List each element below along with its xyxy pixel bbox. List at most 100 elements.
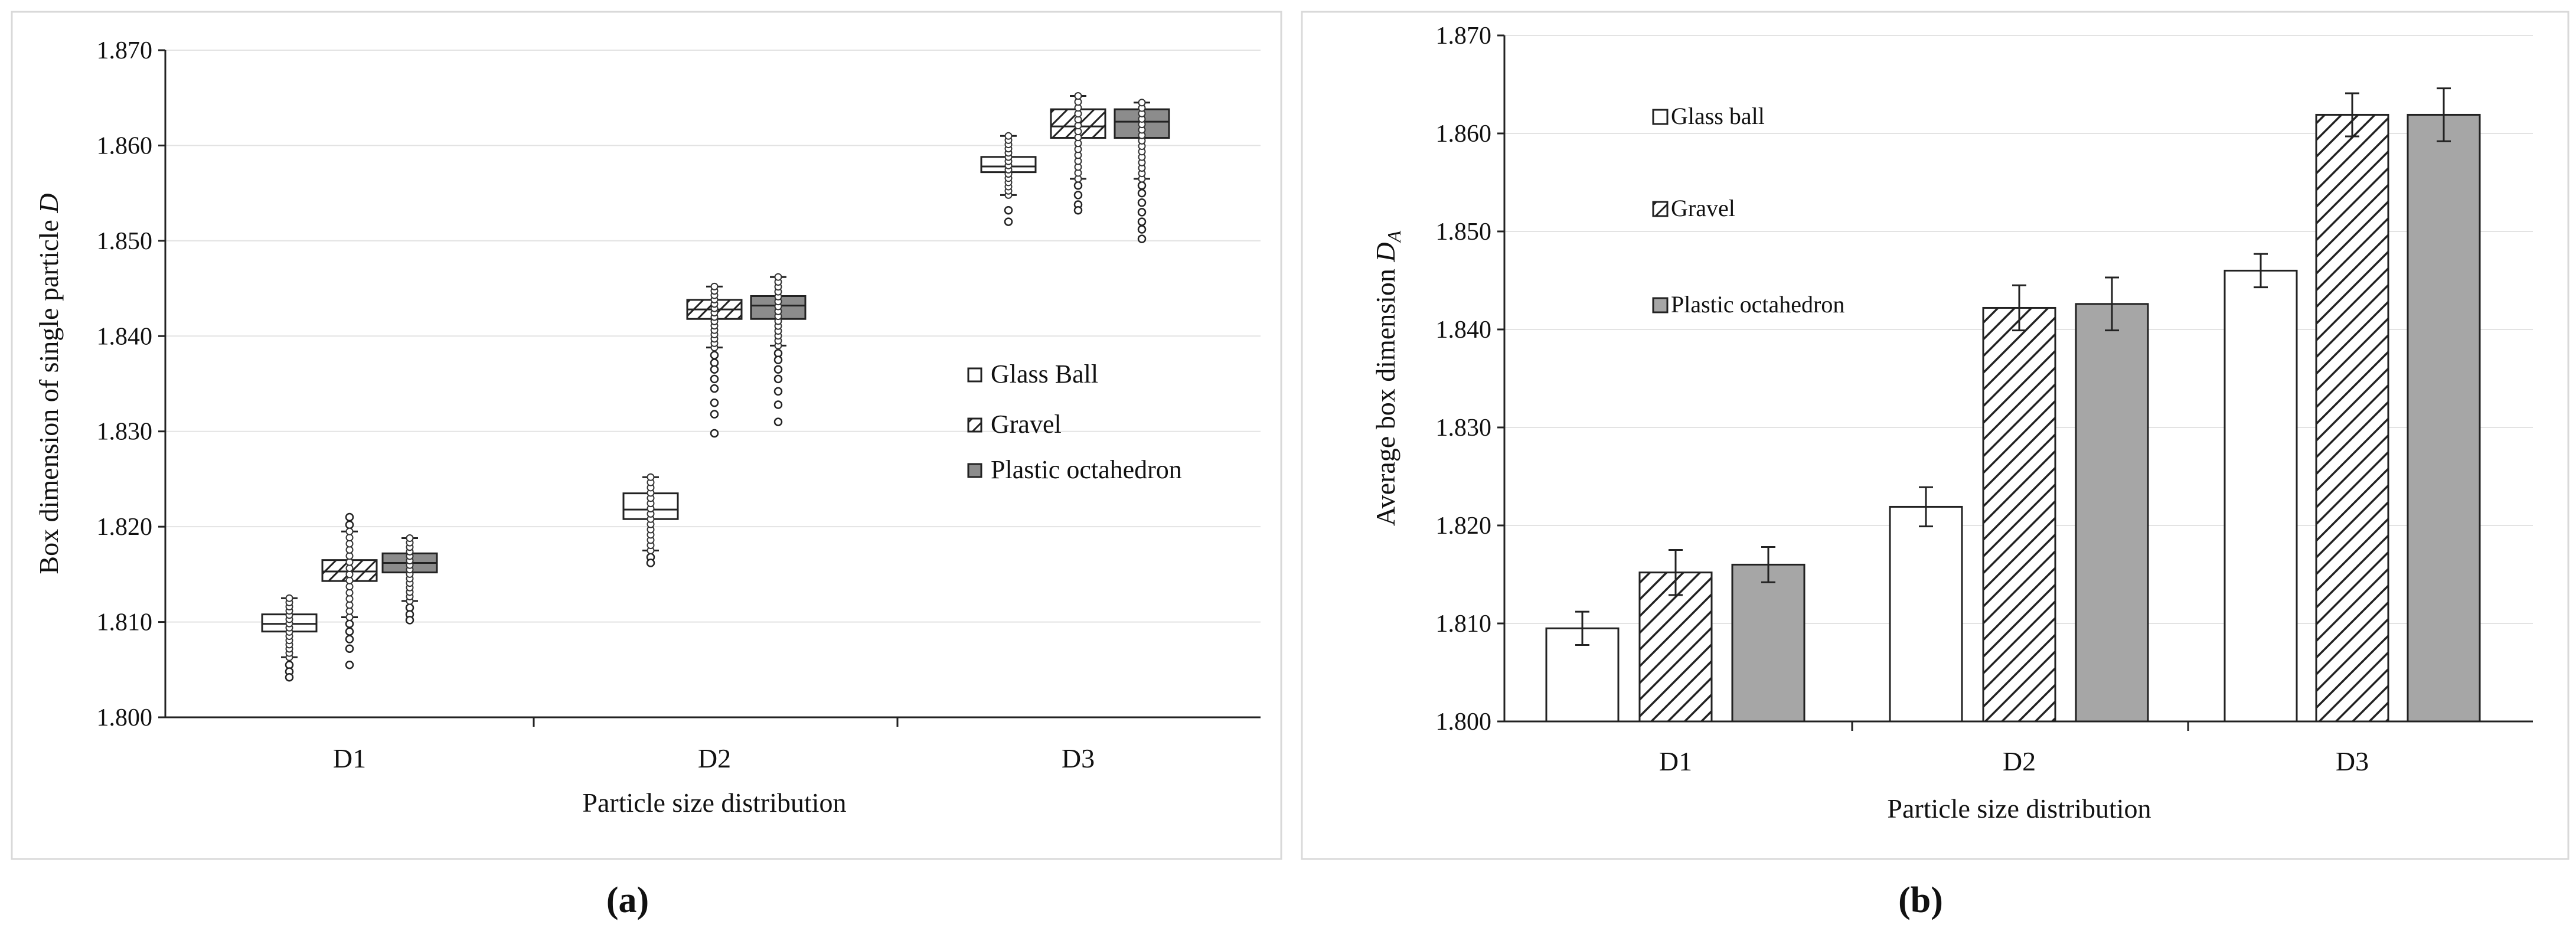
box-sample-point xyxy=(406,534,414,543)
caption-b: (b) xyxy=(1898,880,1943,920)
box-outlier-point xyxy=(1137,188,1147,198)
box-outlier-point xyxy=(710,374,719,384)
box-outlier-point xyxy=(1137,217,1147,226)
chart-a-x-ticks xyxy=(533,717,899,727)
box-outlier-point xyxy=(1137,225,1147,234)
chart-a-boxes xyxy=(261,92,1170,682)
box-sample-point xyxy=(345,607,354,615)
box-sample-point xyxy=(345,613,354,621)
chart-b-y-tick-label: 1.860 xyxy=(1436,120,1492,148)
box-outlier-point xyxy=(1137,181,1147,190)
legend-swatch-plastic-octahedron xyxy=(1652,297,1669,313)
box-outlier-point xyxy=(710,429,719,438)
box-plastic-octahedron xyxy=(1114,99,1170,243)
legend-label-plastic-octahedron: Plastic octahedron xyxy=(1671,291,1844,318)
chart-a-category-label: D1 xyxy=(333,743,366,773)
legend-label-glass-ball: Glass Ball xyxy=(991,360,1098,388)
box-plastic-octahedron xyxy=(750,273,807,426)
chart-a-category-label: D2 xyxy=(698,743,731,773)
bar-plastic-octahedron xyxy=(2075,303,2149,723)
chart-b-y-ticks: 1.800 1.810 1.820 1.830 1.840 1.850 1.860 1.870 xyxy=(1436,22,1504,736)
chart-a-y-tick-label: 1.870 xyxy=(97,37,153,64)
chart-b-y-tick-label: 1.800 xyxy=(1436,708,1492,736)
box-sample-point xyxy=(345,534,354,542)
chart-b-y-tick-label: 1.810 xyxy=(1436,610,1492,638)
box-outlier-point xyxy=(345,660,354,669)
chart-a-categories: D1 D2 D3 xyxy=(333,743,1095,773)
legend-swatch-gravel xyxy=(1652,201,1669,217)
caption-a: (a) xyxy=(606,880,649,920)
box-outlier-point xyxy=(345,627,354,636)
chart-b-y-tick-label: 1.820 xyxy=(1436,512,1492,540)
box-sample-point xyxy=(1138,99,1146,107)
chart-a-frame xyxy=(11,11,1282,860)
box-outlier-point xyxy=(1137,234,1147,243)
box-outlier-point xyxy=(710,398,719,407)
chart-a-y-axis-label-symbol: D xyxy=(34,193,64,213)
box-outlier-point xyxy=(710,351,719,360)
chart-a-legend: Glass Ball Gravel Plastic octahedron xyxy=(967,360,1182,484)
legend-swatch-gravel xyxy=(967,417,982,433)
box-sample-point xyxy=(345,570,354,579)
legend-label-plastic-octahedron: Plastic octahedron xyxy=(991,455,1182,484)
box-glass-ball xyxy=(980,132,1037,226)
box-outlier-point xyxy=(710,365,719,374)
box-outlier-point xyxy=(773,400,783,409)
box-outlier-point xyxy=(1004,217,1013,226)
chart-a-y-tick-label: 1.830 xyxy=(97,419,153,446)
legend-label-gravel: Gravel xyxy=(1671,195,1735,221)
box-outlier-point xyxy=(1073,191,1083,200)
box-sample-point xyxy=(345,564,354,572)
box-sample-point xyxy=(1074,92,1082,100)
chart-b-y-axis-label: Average box dimension DA xyxy=(1370,230,1405,526)
box-gravel xyxy=(1050,92,1106,215)
bar-gravel xyxy=(2315,113,2389,723)
box-sample-point xyxy=(345,576,354,584)
box-sample-point xyxy=(345,601,354,609)
box-outlier-point xyxy=(345,520,354,530)
box-outlier-point xyxy=(710,410,719,419)
chart-a-y-tick-label: 1.810 xyxy=(97,609,153,636)
bar-glass-ball xyxy=(2224,269,2298,723)
bar-plastic-octahedron xyxy=(1731,563,1806,723)
chart-b-y-tick-label: 1.850 xyxy=(1436,218,1492,246)
box-sample-point xyxy=(647,473,655,481)
box-sample-point xyxy=(345,546,354,554)
chart-b: 1.800 1.810 1.820 1.830 1.840 1.850 1.860 1.870… xyxy=(1301,11,2570,860)
box-sample-point xyxy=(345,552,354,560)
chart-b-categories: D1 D2 D3 xyxy=(1659,746,2369,776)
box-outlier-point xyxy=(405,616,414,625)
box-outlier-point xyxy=(773,355,783,364)
box-outlier-point xyxy=(773,374,783,384)
chart-b-category-label: D2 xyxy=(2003,746,2036,776)
box-sample-point xyxy=(710,282,719,290)
chart-b-y-tick-label: 1.870 xyxy=(1436,22,1492,50)
box-outlier-point xyxy=(1137,198,1147,207)
chart-a-y-tick-label: 1.800 xyxy=(97,704,153,731)
box-outlier-point xyxy=(345,644,354,654)
legend-swatch-glass-ball xyxy=(967,367,982,383)
box-outlier-point xyxy=(1073,205,1083,215)
chart-a-y-tick-label: 1.840 xyxy=(97,323,153,350)
box-outlier-point xyxy=(773,365,783,374)
box-plastic-octahedron xyxy=(381,534,438,625)
chart-b-category-label: D3 xyxy=(2336,746,2369,776)
legend-swatch-glass-ball xyxy=(1652,109,1669,125)
box-outlier-point xyxy=(345,512,354,522)
chart-a-y-axis-label: Box dimension of single particle D xyxy=(34,193,64,574)
chart-b-bars xyxy=(1545,87,2481,723)
box-glass-ball xyxy=(261,594,318,682)
chart-a-y-ticks: 1.800 1.810 1.820 1.830 1.840 1.850 1.860 1.870 xyxy=(97,37,165,731)
box-outlier-point xyxy=(345,619,354,629)
box-sample-point xyxy=(774,273,782,281)
box-sample-point xyxy=(345,589,354,597)
legend-label-gravel: Gravel xyxy=(991,410,1062,439)
box-outlier-point xyxy=(1004,205,1013,215)
chart-a-y-tick-label: 1.820 xyxy=(97,514,153,541)
box-outlier-point xyxy=(646,558,655,567)
box-gravel xyxy=(686,282,743,438)
legend-swatch-plastic-octahedron xyxy=(967,463,982,478)
chart-b-y-axis-label-subscript: A xyxy=(1383,230,1405,243)
chart-b-frame xyxy=(1301,11,2570,860)
